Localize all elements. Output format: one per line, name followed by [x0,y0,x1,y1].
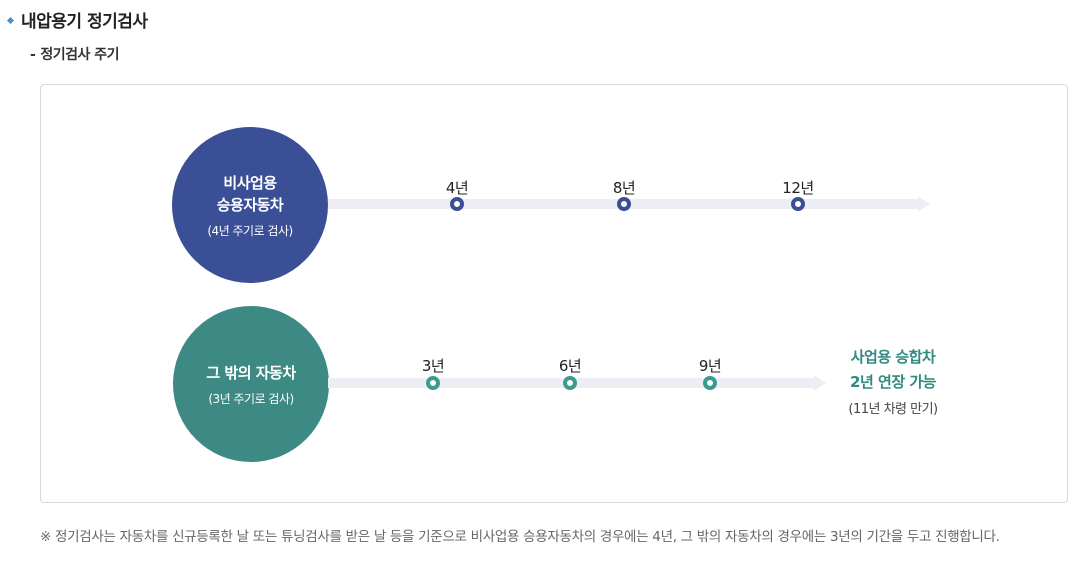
category-title-line-1: 그 밖의 자동차 [206,363,296,382]
milestone-label: 12년 [782,179,814,197]
page-title: 내압용기 정기검사 [6,7,148,32]
milestone-marker [450,197,464,211]
cycle-note: (4년 주기로 검사) [207,223,293,238]
milestone-marker [791,197,805,211]
page-title-text: 내압용기 정기검사 [21,12,148,32]
milestone-label: 4년 [445,179,469,197]
milestone-marker [563,376,577,390]
footnote: ※ 정기검사는 자동차를 신규등록한 날 또는 튜닝검사를 받은 날 등을 기준… [40,529,1000,545]
arrow-right-icon [918,196,930,212]
extension-title-line-1: 사업용 승합차 [850,348,936,366]
milestone-label: 9년 [698,357,722,375]
category-title-line-1: 비사업용 [223,173,277,192]
section-subtitle-text: 정기검사 주기 [40,47,119,63]
cycle-note: (3년 주기로 검사) [208,391,294,406]
extension-title-line-2: 2년 연장 가능 [850,373,936,391]
milestone-marker [617,197,631,211]
subtitle-dash: - [30,47,36,63]
extension-label: 사업용 승합차 2년 연장 가능 (11년 차령 만기) [848,345,938,417]
extension-note: (11년 차령 만기) [848,402,938,417]
milestone-label: 3년 [421,357,445,375]
diagram-panel [40,84,1068,503]
category-title-line-2: 승용자동차 [216,195,284,214]
bullet-icon [6,16,15,24]
milestone-label: 6년 [558,357,582,375]
section-subtitle: - 정기검사 주기 [30,44,119,64]
category-circle-other-vehicles: 그 밖의 자동차 (3년 주기로 검사) [173,306,329,462]
milestone-label: 8년 [612,179,636,197]
milestone-marker [703,376,717,390]
category-circle-non-business: 비사업용 승용자동차 (4년 주기로 검사) [172,127,328,283]
milestone-marker [426,376,440,390]
arrow-right-icon [814,375,826,391]
